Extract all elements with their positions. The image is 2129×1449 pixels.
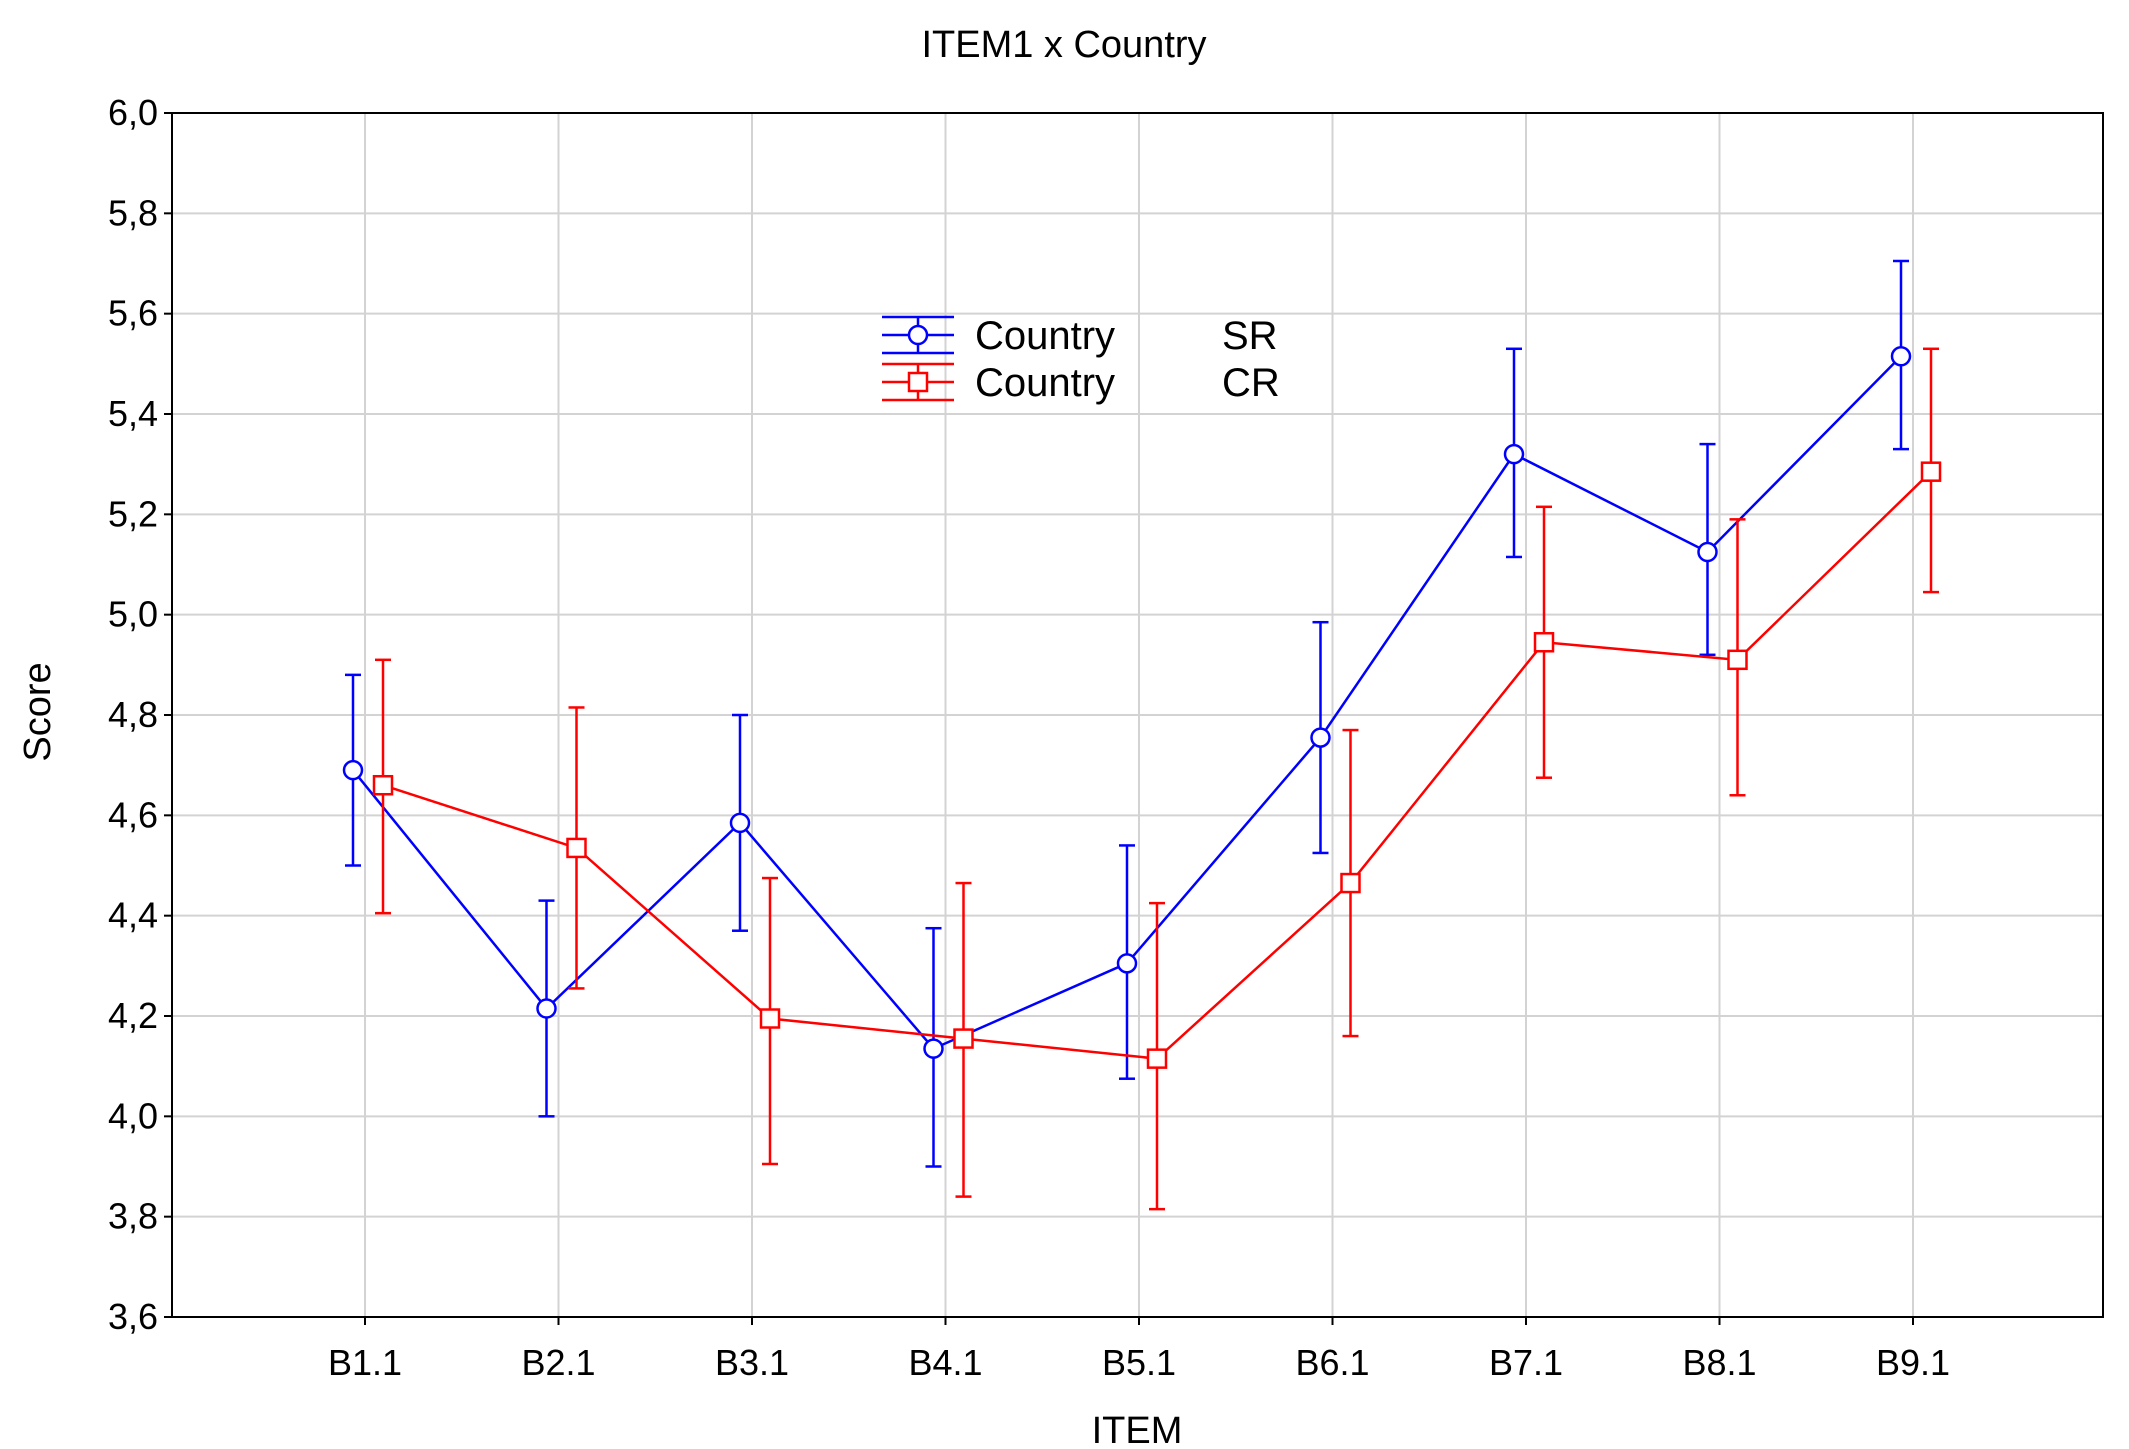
data-point bbox=[1890, 346, 1912, 367]
legend-level: CR bbox=[1222, 361, 1280, 405]
y-tick-label: 4,4 bbox=[108, 895, 158, 936]
data-point bbox=[759, 1008, 781, 1029]
data-point bbox=[953, 1028, 974, 1049]
data-point bbox=[1697, 541, 1718, 563]
y-axis-label: Score bbox=[17, 662, 59, 761]
data-point bbox=[1503, 443, 1525, 465]
x-tick-label: B3.1 bbox=[715, 1342, 789, 1383]
grid bbox=[172, 113, 2103, 1317]
data-point bbox=[923, 1038, 944, 1059]
data-point bbox=[566, 837, 587, 859]
y-tick-label: 3,6 bbox=[108, 1296, 158, 1337]
x-tick-label: B5.1 bbox=[1102, 1342, 1176, 1383]
data-point bbox=[342, 759, 364, 781]
data-point bbox=[1310, 727, 1331, 748]
data-point bbox=[372, 774, 394, 796]
y-tick-label: 4,0 bbox=[108, 1095, 158, 1136]
x-tick-label: B1.1 bbox=[328, 1342, 402, 1383]
series-group bbox=[342, 259, 1942, 1211]
series-SR bbox=[342, 259, 1912, 1168]
y-tick-label: 5,6 bbox=[108, 293, 158, 334]
data-point bbox=[1146, 1048, 1168, 1069]
series-CR bbox=[372, 347, 1942, 1211]
data-point bbox=[729, 812, 751, 834]
x-tick-label: B6.1 bbox=[1295, 1342, 1369, 1383]
data-point bbox=[1340, 872, 1361, 894]
legend-item-SR: Country SR bbox=[882, 314, 1278, 358]
y-axis: 3,6 3,8 4,0 4,2 4,4 4,6 4,8 5,0 5,2 5,4 5,6 5,8 6,0 bbox=[108, 92, 172, 1337]
x-tick-label: B9.1 bbox=[1876, 1342, 1950, 1383]
y-tick-label: 5,0 bbox=[108, 594, 158, 635]
x-tick-label: B8.1 bbox=[1682, 1342, 1756, 1383]
data-point bbox=[536, 998, 557, 1019]
y-tick-label: 5,4 bbox=[108, 393, 158, 434]
legend-level: SR bbox=[1222, 314, 1278, 358]
legend-label: Country bbox=[975, 361, 1115, 405]
data-point bbox=[1920, 461, 1942, 482]
x-axis: B1.1 B2.1 B3.1 B4.1 B5.1 B6.1 B7.1 B8.1 B9.1 bbox=[328, 1317, 1950, 1383]
y-tick-label: 4,8 bbox=[108, 694, 158, 735]
legend-item-CR: Country CR bbox=[882, 361, 1280, 405]
data-point bbox=[1116, 953, 1138, 974]
y-tick-label: 5,8 bbox=[108, 192, 158, 233]
y-tick-label: 5,2 bbox=[108, 493, 158, 534]
x-axis-label: ITEM bbox=[1092, 1410, 1183, 1449]
y-tick-label: 4,6 bbox=[108, 794, 158, 835]
x-tick-label: B4.1 bbox=[908, 1342, 982, 1383]
x-tick-label: B7.1 bbox=[1489, 1342, 1563, 1383]
data-point bbox=[1533, 632, 1555, 653]
legend-marker bbox=[907, 324, 929, 346]
y-tick-label: 3,8 bbox=[108, 1196, 158, 1237]
data-point bbox=[1727, 649, 1748, 671]
legend-label: Country bbox=[975, 314, 1115, 358]
y-tick-label: 6,0 bbox=[108, 92, 158, 133]
legend-marker bbox=[907, 371, 929, 393]
y-tick-label: 4,2 bbox=[108, 995, 158, 1036]
legend: Country SR Country CR bbox=[882, 314, 1280, 405]
chart-title: ITEM1 x Country bbox=[921, 24, 1206, 66]
x-tick-label: B2.1 bbox=[521, 1342, 595, 1383]
